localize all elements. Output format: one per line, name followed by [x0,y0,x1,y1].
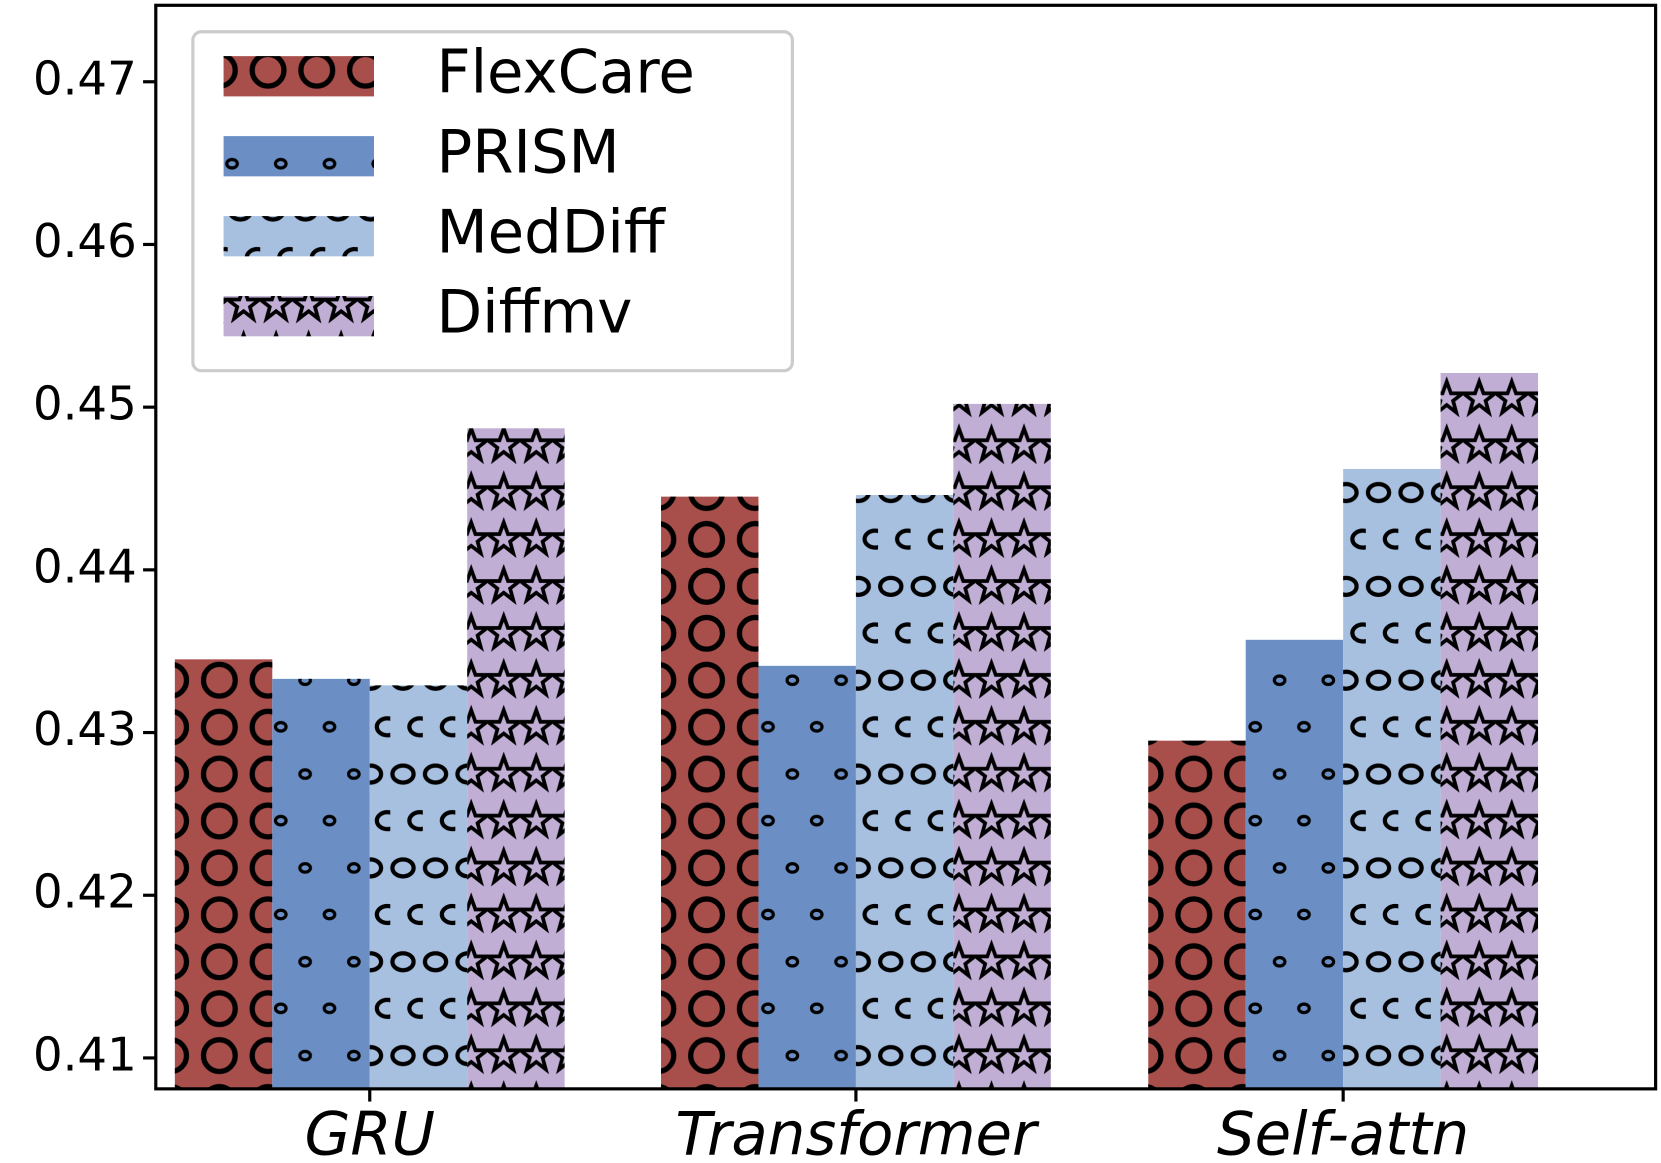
legend-label: FlexCare [436,37,694,106]
bar [1245,639,1344,1089]
legend-swatch-hatch [223,216,374,257]
legend-swatch-hatch [223,136,374,177]
legend: FlexCare PRISM MedDiff Diffmv [191,30,794,373]
legend-swatch-hatch [223,296,374,337]
bar [272,678,370,1089]
bar [855,495,954,1089]
legend-label: MedDiff [436,197,665,266]
legend-label: Diffmv [436,277,632,346]
y-tick-label: 0.45 [33,377,137,431]
x-tick-label: GRU [304,1100,435,1163]
bar [369,685,468,1089]
y-tick-label: 0.42 [33,865,137,919]
bar [174,659,273,1089]
bar [1343,468,1441,1089]
bar [1148,740,1246,1089]
bar [1440,372,1539,1089]
y-tick-label: 0.43 [33,702,137,756]
legend-box [191,30,794,373]
plot-area [174,372,1539,1089]
bar [758,665,856,1089]
bar [953,403,1051,1089]
y-tick-label: 0.46 [33,214,137,268]
y-tick-label: 0.41 [33,1027,137,1081]
bar [467,428,565,1089]
y-tick-label: 0.44 [33,539,137,593]
legend-label: PRISM [436,117,619,186]
legend-swatch-hatch [223,56,374,97]
axes-frame [154,3,1658,1091]
x-tick-label: Self-attn [1217,1100,1469,1163]
y-tick-label: 0.47 [33,51,137,105]
x-tick-label: Transformer [675,1100,1040,1163]
bar [661,496,759,1089]
